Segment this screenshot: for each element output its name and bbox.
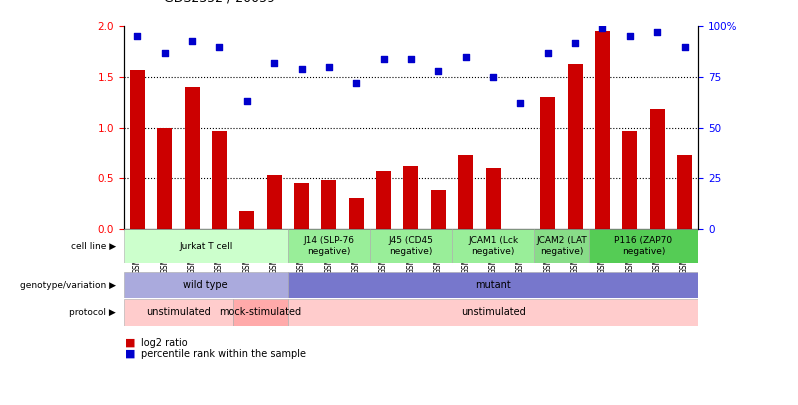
- Bar: [294, 183, 309, 229]
- Bar: [288, 272, 698, 298]
- Bar: [184, 87, 200, 229]
- Point: [596, 25, 609, 32]
- Bar: [677, 155, 692, 229]
- Point: [514, 100, 527, 107]
- Bar: [650, 109, 665, 229]
- Text: J45 (CD45
negative): J45 (CD45 negative): [389, 237, 433, 256]
- Point: [186, 37, 199, 44]
- Bar: [288, 299, 698, 326]
- Text: genotype/variation ▶: genotype/variation ▶: [20, 281, 116, 290]
- Text: unstimulated: unstimulated: [460, 307, 525, 318]
- Text: J14 (SLP-76
negative): J14 (SLP-76 negative): [303, 237, 354, 256]
- Point: [158, 49, 171, 56]
- Text: mock-stimulated: mock-stimulated: [219, 307, 302, 318]
- Point: [350, 80, 362, 86]
- Bar: [239, 211, 255, 229]
- Point: [651, 29, 664, 36]
- Bar: [452, 229, 534, 263]
- Point: [541, 49, 554, 56]
- Bar: [431, 190, 446, 229]
- Point: [377, 55, 390, 62]
- Point: [213, 43, 226, 50]
- Bar: [376, 171, 391, 229]
- Bar: [534, 229, 589, 263]
- Text: JCAM1 (Lck
negative): JCAM1 (Lck negative): [468, 237, 518, 256]
- Text: log2 ratio: log2 ratio: [141, 338, 188, 348]
- Text: P116 (ZAP70
negative): P116 (ZAP70 negative): [614, 237, 673, 256]
- Text: unstimulated: unstimulated: [146, 307, 211, 318]
- Bar: [622, 130, 638, 229]
- Bar: [404, 166, 418, 229]
- Point: [569, 39, 582, 46]
- Bar: [157, 128, 172, 229]
- Bar: [458, 155, 473, 229]
- Text: percentile rank within the sample: percentile rank within the sample: [141, 349, 306, 359]
- Point: [240, 98, 253, 104]
- Bar: [540, 97, 555, 229]
- Bar: [124, 299, 233, 326]
- Bar: [567, 64, 583, 229]
- Bar: [595, 32, 610, 229]
- Point: [678, 43, 691, 50]
- Bar: [288, 229, 370, 263]
- Text: protocol ▶: protocol ▶: [69, 308, 116, 317]
- Text: mutant: mutant: [475, 280, 511, 290]
- Point: [268, 60, 281, 66]
- Point: [405, 55, 417, 62]
- Text: ■: ■: [125, 349, 136, 359]
- Text: cell line ▶: cell line ▶: [70, 241, 116, 251]
- Bar: [267, 175, 282, 229]
- Point: [460, 53, 472, 60]
- Text: JCAM2 (LAT
negative): JCAM2 (LAT negative): [536, 237, 587, 256]
- Bar: [349, 198, 364, 229]
- Bar: [233, 299, 288, 326]
- Bar: [212, 130, 227, 229]
- Point: [295, 66, 308, 72]
- Bar: [124, 272, 288, 298]
- Point: [131, 33, 144, 40]
- Text: wild type: wild type: [184, 280, 228, 290]
- Bar: [370, 229, 452, 263]
- Text: ■: ■: [125, 338, 136, 348]
- Bar: [322, 180, 337, 229]
- Bar: [130, 70, 145, 229]
- Bar: [485, 168, 500, 229]
- Point: [623, 33, 636, 40]
- Text: Jurkat T cell: Jurkat T cell: [179, 241, 232, 251]
- Bar: [589, 229, 698, 263]
- Text: GDS2352 / 20059: GDS2352 / 20059: [164, 0, 275, 4]
- Point: [487, 74, 500, 80]
- Bar: [124, 229, 288, 263]
- Point: [322, 64, 335, 70]
- Point: [432, 68, 444, 74]
